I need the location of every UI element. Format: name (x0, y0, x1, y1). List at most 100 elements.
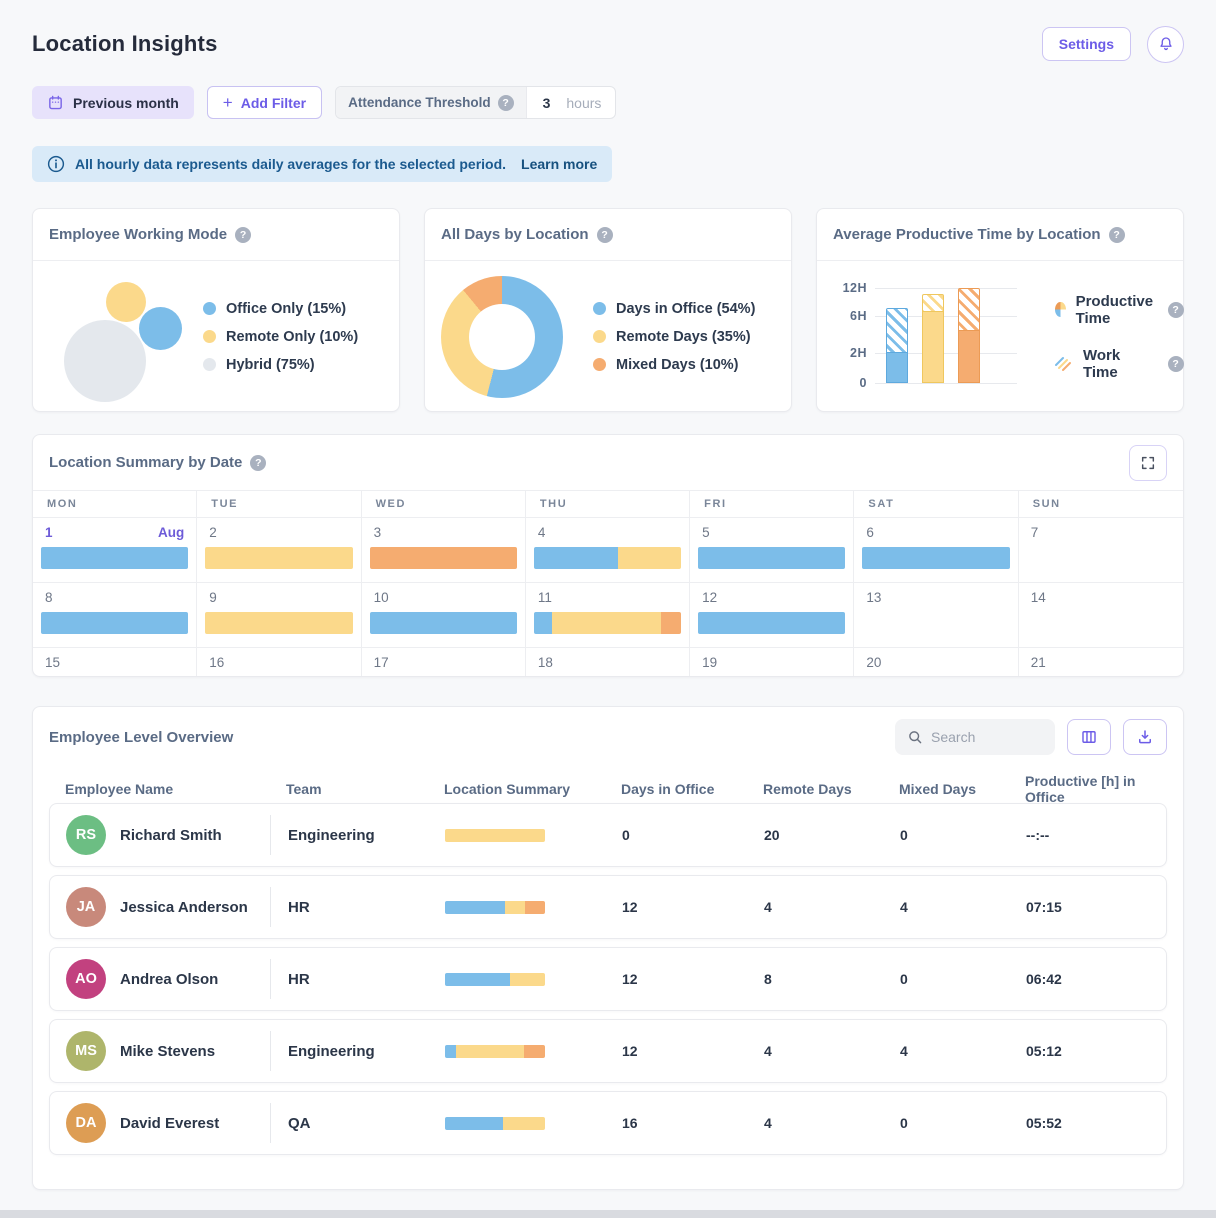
calendar-day-cell[interactable]: 1 Aug (33, 518, 198, 582)
calendar-day-number-row: 3 (370, 525, 517, 540)
y-tick-label: 6H (850, 308, 867, 323)
employee-name-cell: MS Mike Stevens (66, 1031, 270, 1071)
calendar-day-cell[interactable]: 2 (197, 518, 362, 582)
legend-label: Office Only (15%) (226, 300, 347, 317)
previous-month-button[interactable]: Previous month (32, 86, 194, 119)
table-row[interactable]: MS Mike Stevens Engineering 12 4 4 05:12 (49, 1019, 1167, 1083)
calendar-day-cell[interactable]: 9 (197, 583, 362, 647)
calendar-day-cell[interactable]: 7 (1019, 518, 1183, 582)
location-summary-bar (445, 1044, 545, 1058)
remote-days-value: 4 (764, 1043, 772, 1059)
bar-segment-mixed (369, 547, 517, 569)
calendar-day-number: 7 (1030, 525, 1039, 540)
calendar-day-bar (205, 612, 353, 634)
team-cell: Engineering (270, 1031, 445, 1071)
help-icon[interactable]: ? (596, 226, 613, 243)
bubble-chart (49, 267, 199, 407)
bar-segment-remote (510, 972, 545, 986)
attendance-threshold-input[interactable]: 3 (525, 87, 567, 118)
calendar-day-cell[interactable]: 4 (526, 518, 691, 582)
working-mode-title-row: Employee Working Mode ? (33, 209, 399, 261)
add-filter-button[interactable]: + Add Filter (206, 86, 323, 119)
bar-segment-office (445, 1044, 456, 1058)
calendar-day-cell[interactable]: 10 (362, 583, 526, 647)
bar-segment-office (41, 547, 189, 569)
table-row[interactable]: RS Richard Smith Engineering 0 20 0 --:-- (49, 803, 1167, 867)
download-button[interactable] (1123, 719, 1167, 755)
working-mode-legend-item: Remote Only (10%) (203, 329, 358, 345)
bar-segment-remote (505, 900, 525, 914)
help-icon[interactable]: ? (1167, 301, 1184, 318)
calendar-day-cell[interactable]: 19 (690, 648, 855, 676)
plus-icon: + (222, 93, 233, 112)
calendar-day-cell[interactable]: 11 (526, 583, 691, 647)
calendar-day-cell[interactable]: 5 (690, 518, 855, 582)
banner-text: All hourly data represents daily average… (75, 156, 507, 172)
days-by-location-legend-item: Remote Days (35%) (593, 329, 755, 345)
filter-bar: Previous month + Add Filter Attendance T… (32, 86, 1184, 119)
calendar-day-cell[interactable]: 12 (690, 583, 855, 647)
calendar-day-cell[interactable]: 3 (362, 518, 526, 582)
calendar-day-number: 12 (702, 590, 718, 605)
calendar-day-number: 13 (866, 590, 882, 605)
help-icon[interactable]: ? (1167, 355, 1184, 372)
location-summary-bar (445, 972, 545, 986)
learn-more-link[interactable]: Learn more (521, 156, 598, 172)
location-summary-cell (445, 900, 622, 914)
bar-solid-fill (959, 329, 979, 382)
calendar-day-cell[interactable]: 16 (197, 648, 362, 676)
calendar-day-number: 19 (702, 655, 718, 670)
help-icon[interactable]: ? (250, 454, 267, 471)
location-summary-bar (445, 1116, 545, 1130)
productive-hours-value: --:-- (1026, 827, 1050, 843)
legend-dot-icon (203, 302, 216, 315)
calendar-day-number: 16 (209, 655, 225, 670)
calendar-day-cell[interactable]: 8 (33, 583, 198, 647)
calendar-day-number-row: 8 (41, 590, 188, 605)
help-icon[interactable]: ? (497, 94, 514, 111)
calendar-day-cell[interactable]: 15 (33, 648, 198, 676)
bar-segment-office (698, 612, 846, 634)
calendar-day-cell[interactable]: 20 (854, 648, 1019, 676)
calendar-day-bar (698, 547, 846, 569)
columns-button[interactable] (1067, 719, 1111, 755)
bell-icon (1157, 35, 1175, 53)
location-summary-cell (445, 972, 622, 986)
search-box[interactable] (895, 719, 1055, 755)
productive-time-legend-item: Productive Time? (1055, 293, 1184, 327)
search-input[interactable] (931, 729, 1041, 745)
location-summary-cell (445, 1116, 622, 1130)
calendar-day-cell[interactable]: 18 (526, 648, 691, 676)
table-row[interactable]: AO Andrea Olson HR 12 8 0 06:42 (49, 947, 1167, 1011)
team-cell: HR (270, 959, 445, 999)
top-actions: Settings (1041, 25, 1184, 63)
days-in-office-value: 12 (622, 899, 638, 915)
calendar-day-cell[interactable]: 6 (854, 518, 1019, 582)
days-in-office-value: 0 (622, 827, 630, 843)
calendar-day-cell[interactable]: 17 (362, 648, 526, 676)
employee-name-cell: AO Andrea Olson (66, 959, 270, 999)
legend-dot-icon (593, 302, 606, 315)
calendar-day-headers: MON TUE WED THU FRI SAT SUN (33, 491, 1183, 518)
notifications-button[interactable] (1147, 25, 1184, 63)
productive-time-title: Average Productive Time by Location (833, 226, 1101, 243)
table-row[interactable]: JA Jessica Anderson HR 12 4 4 07:15 (49, 875, 1167, 939)
employee-name-cell: RS Richard Smith (66, 815, 270, 855)
expand-button[interactable] (1129, 444, 1167, 481)
calendar-day-cell[interactable]: 13 (854, 583, 1019, 647)
calendar-day-number: 6 (866, 525, 874, 540)
help-icon[interactable]: ? (235, 226, 252, 243)
table-row[interactable]: DA David Everest QA 16 4 0 05:52 (49, 1091, 1167, 1155)
bar-segment-office (533, 612, 552, 634)
calendar-day-cell[interactable]: 14 (1019, 583, 1183, 647)
calendar-day-cell[interactable]: 21 (1019, 648, 1183, 676)
bar-mixed (958, 287, 980, 383)
calendar-week-row: 1 Aug 2 3 4 5 6 7 (33, 518, 1183, 583)
calendar-day-number-row: 21 (1027, 655, 1175, 670)
mixed-days-value: 0 (900, 971, 908, 987)
settings-button[interactable]: Settings (1041, 27, 1131, 61)
help-icon[interactable]: ? (1108, 226, 1125, 243)
column-header: Team (286, 781, 322, 797)
add-filter-label: Add Filter (240, 94, 307, 111)
bar-segment-remote (503, 1116, 545, 1130)
